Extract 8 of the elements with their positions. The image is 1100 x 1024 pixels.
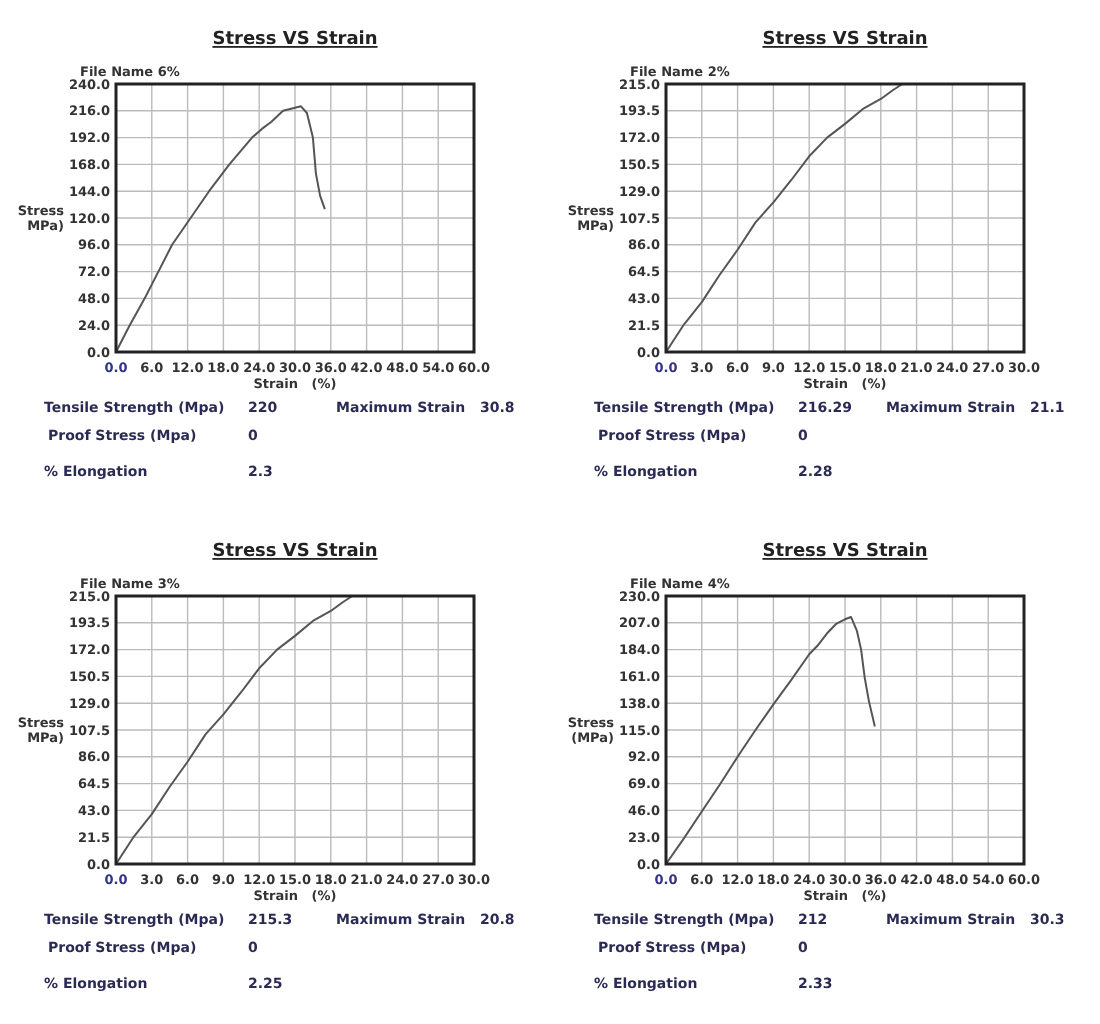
line-series — [115, 595, 354, 865]
chart-title: Stress VS Strain — [212, 542, 378, 562]
chart-title: Stress VS Strain — [762, 542, 928, 562]
line-series — [665, 615, 876, 865]
chart-title: Stress VS Strain — [212, 30, 378, 50]
line-series — [665, 83, 904, 353]
chart-title: Stress VS Strain — [762, 30, 928, 50]
line-series — [115, 105, 326, 353]
